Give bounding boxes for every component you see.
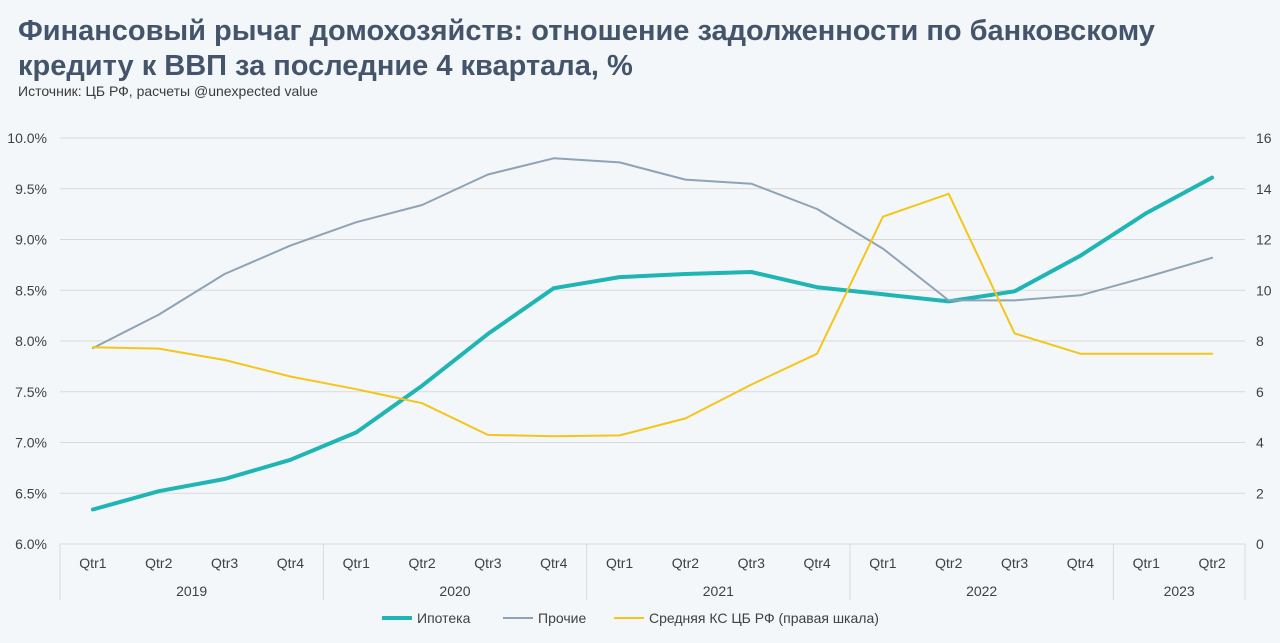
x-tick-label: Qtr2 — [935, 555, 962, 571]
x-tick-label: Qtr1 — [343, 555, 370, 571]
right-tick-label: 16 — [1256, 130, 1272, 146]
x-tick-label: Qtr1 — [869, 555, 896, 571]
left-tick-label: 9.5% — [15, 181, 47, 197]
right-tick-label: 2 — [1256, 485, 1264, 501]
x-tick-label: Qtr4 — [540, 555, 567, 571]
x-year-label: 2022 — [966, 583, 997, 599]
left-tick-label: 8.0% — [15, 333, 47, 349]
right-tick-label: 6 — [1256, 384, 1264, 400]
left-tick-label: 8.5% — [15, 282, 47, 298]
right-tick-label: 8 — [1256, 333, 1264, 349]
x-year-label: 2019 — [176, 583, 207, 599]
gridlines — [60, 137, 1245, 545]
x-axis: Qtr1 Qtr2 Qtr3 Qtr4 Qtr1 Qtr2 Qtr3 Qtr4 Qtr1 Qtr2… — [59, 544, 1246, 600]
chart-title: Финансовый рычаг домохозяйств: отношение… — [18, 15, 1155, 82]
left-tick-label: 6.0% — [15, 536, 47, 552]
right-tick-label: 0 — [1256, 536, 1264, 552]
x-tick-label: Qtr1 — [606, 555, 633, 571]
x-year-label: 2021 — [703, 583, 734, 599]
right-tick-label: 4 — [1256, 435, 1264, 451]
right-tick-label: 14 — [1256, 181, 1272, 197]
legend: Ипотека Прочие Средняя КС ЦБ РФ (правая шк… — [382, 610, 879, 626]
series-line-1 — [91, 157, 1214, 350]
x-tick-label: Qtr3 — [738, 555, 765, 571]
legend-label: Средняя КС ЦБ РФ (правая шкала) — [649, 610, 879, 626]
legend-label: Прочие — [538, 610, 586, 626]
left-tick-label: 6.5% — [15, 485, 47, 501]
series-lines — [90, 157, 1215, 512]
x-tick-label: Qtr3 — [474, 555, 501, 571]
x-year-label: 2020 — [439, 583, 470, 599]
x-tick-label: Qtr2 — [672, 555, 699, 571]
right-tick-label: 12 — [1256, 232, 1272, 248]
series-line-0 — [90, 175, 1215, 512]
x-tick-label: Qtr4 — [1067, 555, 1094, 571]
x-tick-label: Qtr1 — [1133, 555, 1160, 571]
x-year-label: 2023 — [1164, 583, 1195, 599]
right-axis-ticks: 16 14 12 10 8 6 4 2 0 — [1256, 130, 1272, 552]
legend-label: Ипотека — [417, 610, 471, 626]
left-tick-label: 7.5% — [15, 384, 47, 400]
left-tick-label: 7.0% — [15, 435, 47, 451]
x-tick-label: Qtr2 — [408, 555, 435, 571]
x-tick-label: Qtr4 — [277, 555, 304, 571]
chart-subtitle: Источник: ЦБ РФ, расчеты @unexpected val… — [18, 83, 318, 99]
x-tick-label: Qtr2 — [1198, 555, 1225, 571]
series-line-2 — [91, 192, 1214, 438]
x-tick-label: Qtr3 — [1001, 555, 1028, 571]
x-tick-label: Qtr3 — [211, 555, 238, 571]
left-tick-label: 9.0% — [15, 232, 47, 248]
left-tick-label: 10.0% — [7, 130, 47, 146]
x-tick-label: Qtr2 — [145, 555, 172, 571]
left-axis-ticks: 10.0% 9.5% 9.0% 8.5% 8.0% 7.5% 7.0% 6.5% 6.0% — [7, 130, 47, 552]
right-tick-label: 10 — [1256, 282, 1272, 298]
x-tick-label: Qtr4 — [803, 555, 830, 571]
x-tick-label: Qtr1 — [79, 555, 106, 571]
